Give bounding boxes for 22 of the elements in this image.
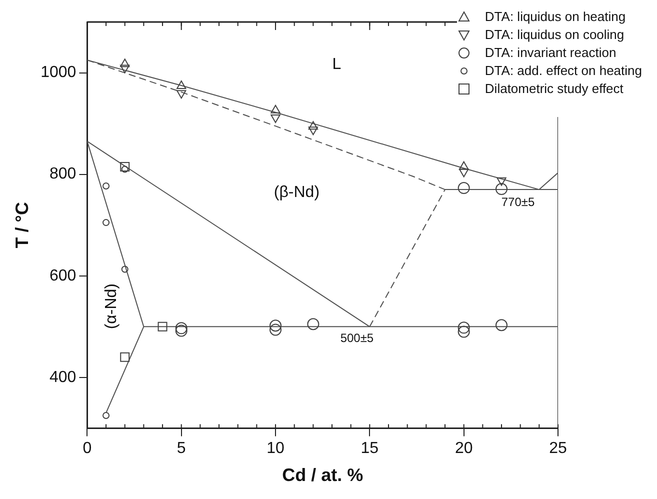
x-tick-label: 0 [82, 440, 92, 458]
y-tick-label: 800 [49, 166, 76, 183]
annotation: (α-Nd) [103, 283, 120, 330]
legend-label: DTA: liquidus on cooling [484, 26, 624, 44]
y-tick-label: 1000 [40, 64, 76, 82]
x-tick-label: 10 [266, 440, 285, 458]
x-tick-label: 20 [454, 440, 473, 458]
annotation: 500±5 [340, 331, 374, 346]
legend-label: DTA: add. effect on heating [484, 62, 642, 80]
y-tick-label: 400 [49, 368, 76, 386]
y-axis-title: T / °C [12, 202, 32, 248]
legend-label: Dilatometric study effect [484, 80, 624, 98]
annotation: 770±5 [501, 195, 535, 210]
legend-label: DTA: liquidus on heating [484, 8, 626, 26]
x-axis-title: Cd / at. % [282, 465, 364, 486]
x-tick-label: 15 [360, 440, 379, 458]
legend-label: DTA: invariant reaction [484, 44, 616, 62]
x-tick-label: 5 [176, 440, 186, 458]
annotation: (β-Nd) [274, 184, 320, 202]
y-tick-label: 600 [49, 267, 76, 284]
x-tick-label: 25 [549, 440, 567, 458]
annotation: L [332, 56, 342, 74]
